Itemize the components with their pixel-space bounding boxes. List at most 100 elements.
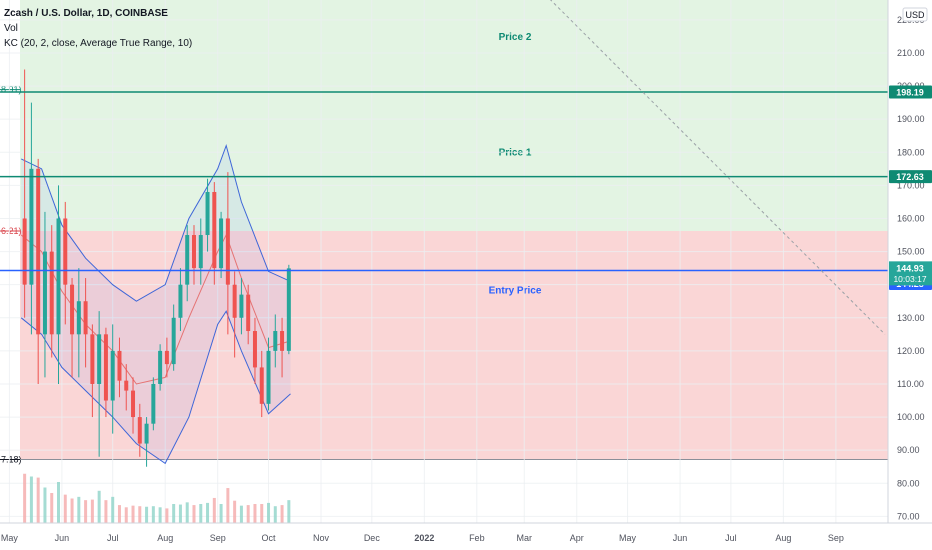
x-tick-label-8: 2022 xyxy=(414,533,434,543)
y-tick-label-6: 130.00 xyxy=(897,313,925,323)
candle-25 xyxy=(191,225,196,285)
volume-layer xyxy=(23,473,291,523)
candle-2 xyxy=(36,158,41,384)
candle-body-22 xyxy=(171,317,176,365)
candle-31 xyxy=(232,271,237,358)
zone-1 xyxy=(20,92,888,232)
candle-body-3 xyxy=(42,251,47,335)
candle-24 xyxy=(185,225,190,302)
candle-11 xyxy=(97,311,102,457)
volume-bar-14 xyxy=(117,505,121,523)
candle-30 xyxy=(225,172,230,335)
candle-body-4 xyxy=(49,251,54,335)
volume-bar-24 xyxy=(185,502,189,523)
x-tick-label-6: Nov xyxy=(313,533,330,543)
x-tick-label-9: Feb xyxy=(469,533,485,543)
zone-0 xyxy=(20,0,888,93)
candle-body-5 xyxy=(56,218,61,335)
volume-bar-10 xyxy=(90,499,94,523)
candle-10 xyxy=(90,324,95,418)
candle-4 xyxy=(49,225,54,358)
candle-body-30 xyxy=(225,218,230,285)
candle-7 xyxy=(70,278,75,378)
candle-36 xyxy=(266,337,271,411)
candle-body-25 xyxy=(191,235,196,269)
volume-bar-17 xyxy=(138,506,142,523)
volume-bar-16 xyxy=(131,505,135,523)
keltner-channel-layer xyxy=(20,143,291,465)
candle-15 xyxy=(124,364,129,411)
candle-body-23 xyxy=(178,284,183,318)
candle-body-0 xyxy=(22,218,27,285)
volume-bar-5 xyxy=(57,482,61,523)
candle-body-10 xyxy=(90,334,95,384)
candle-32 xyxy=(239,278,244,335)
candle-19 xyxy=(151,377,156,431)
y-tick-label-5: 120.00 xyxy=(897,346,925,356)
volume-indicator-label[interactable]: Vol xyxy=(4,23,18,34)
volume-bar-28 xyxy=(212,497,216,523)
candle-1 xyxy=(29,102,34,335)
candle-body-35 xyxy=(259,367,264,404)
kc-indicator-label[interactable]: KC (20, 2, close, Average True Range, 10… xyxy=(4,38,193,49)
x-tick-label-14: Jul xyxy=(725,533,737,543)
x-tick-label-13: Jun xyxy=(673,533,688,543)
last-price-tag: 144.93 xyxy=(896,263,924,273)
zone-label-2: Entry Price xyxy=(489,285,542,296)
volume-bar-9 xyxy=(84,500,88,523)
candle-3 xyxy=(42,211,47,378)
candle-33 xyxy=(246,284,251,345)
chart-legend: Zcash / U.S. Dollar, 1D, COINBASE Vol KC… xyxy=(4,6,192,51)
candle-body-8 xyxy=(76,301,81,335)
candle-body-7 xyxy=(70,284,75,335)
candle-body-13 xyxy=(110,350,115,401)
volume-bar-30 xyxy=(226,488,230,523)
candle-body-14 xyxy=(117,350,122,381)
volume-bar-35 xyxy=(260,504,264,523)
y-tick-label-10: 170.00 xyxy=(897,180,925,190)
volume-bar-23 xyxy=(178,504,182,523)
candle-23 xyxy=(178,268,183,332)
volume-bar-26 xyxy=(199,504,203,523)
candle-6 xyxy=(63,201,68,325)
candle-8 xyxy=(76,268,81,378)
x-tick-label-3: Aug xyxy=(157,533,173,543)
candle-29 xyxy=(219,211,224,279)
volume-bar-25 xyxy=(192,505,196,523)
volume-bar-3 xyxy=(43,487,47,523)
x-tick-label-12: May xyxy=(619,533,637,543)
volume-bar-29 xyxy=(219,504,223,523)
candle-35 xyxy=(259,350,264,418)
candle-body-12 xyxy=(103,334,108,401)
volume-bar-2 xyxy=(36,477,40,523)
grid-layer xyxy=(0,0,888,523)
level-layer xyxy=(0,0,888,335)
volume-bar-12 xyxy=(104,500,108,523)
volume-bar-34 xyxy=(253,504,257,523)
symbol-title[interactable]: Zcash / U.S. Dollar, 1D, COINBASE xyxy=(4,8,168,19)
y-tick-label-11: 180.00 xyxy=(897,147,925,157)
last-price-tag-bg xyxy=(889,261,932,286)
candle-22 xyxy=(171,304,176,371)
volume-bar-31 xyxy=(233,500,237,523)
candle-body-15 xyxy=(124,380,129,391)
volume-bar-21 xyxy=(165,508,169,523)
zone-layer: Price 2 Price 1 Entry Price 8.91) 6.21) 7.18) xyxy=(0,0,888,465)
candle-16 xyxy=(131,377,136,434)
x-tick-label-7: Dec xyxy=(364,533,381,543)
candle-body-2 xyxy=(36,168,41,335)
trend-line xyxy=(550,0,886,335)
countdown-tag: 10:03:17 xyxy=(893,274,926,284)
candle-body-31 xyxy=(232,284,237,318)
candle-13 xyxy=(110,324,115,434)
y-tick-label-1: 80.00 xyxy=(897,478,920,488)
candle-body-27 xyxy=(205,191,210,236)
level-price-tag-1-bg xyxy=(889,170,932,184)
candle-0 xyxy=(22,69,27,318)
volume-bar-32 xyxy=(239,505,243,523)
volume-bar-7 xyxy=(70,498,74,523)
candle-20 xyxy=(158,344,163,391)
candle-18 xyxy=(144,417,149,467)
candle-body-28 xyxy=(212,191,217,269)
